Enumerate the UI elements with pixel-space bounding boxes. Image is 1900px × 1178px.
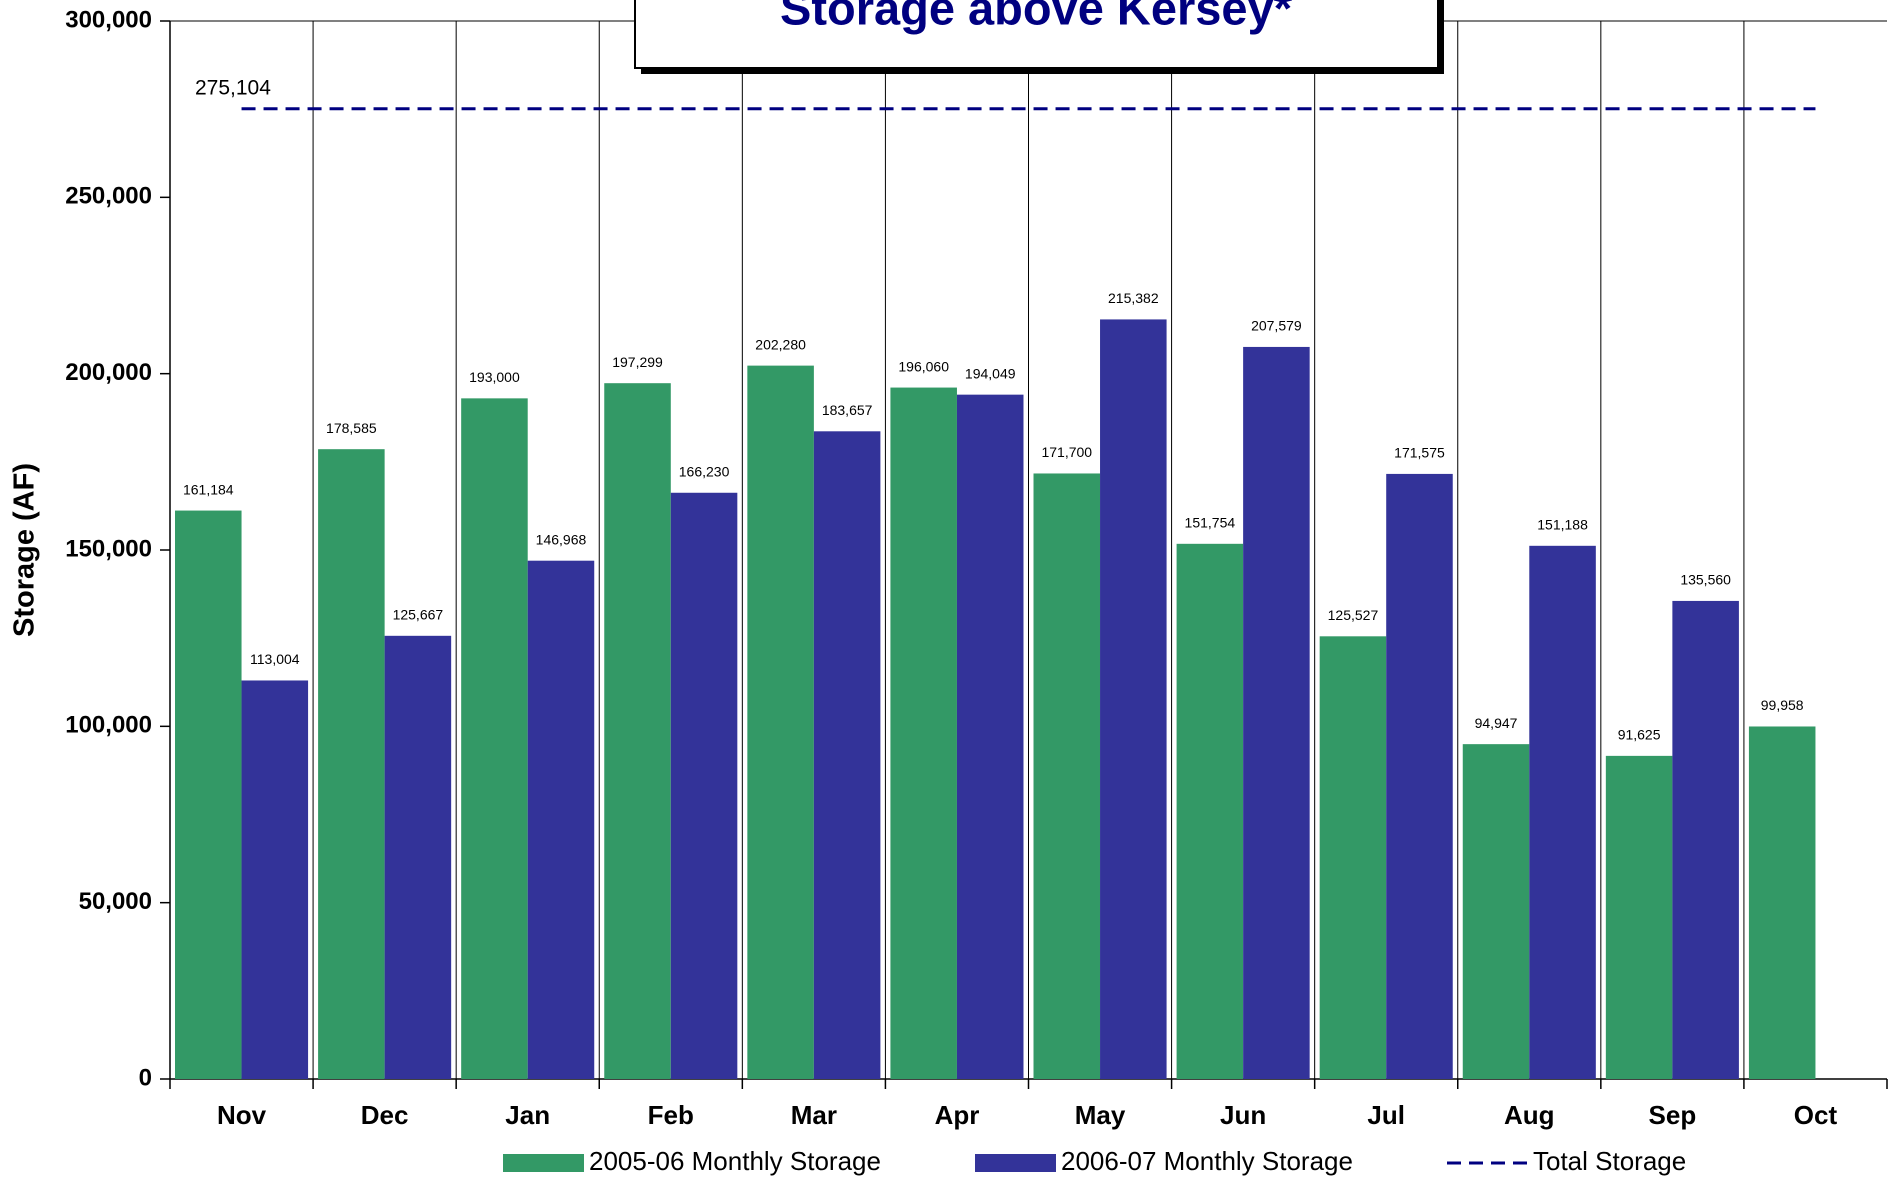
value-label: 194,049 — [965, 365, 1016, 381]
value-label: 178,585 — [326, 420, 377, 436]
legend-label: Total Storage — [1533, 1146, 1686, 1176]
value-label: 151,754 — [1185, 515, 1236, 531]
bar — [604, 383, 671, 1079]
x-tick-label: Apr — [935, 1100, 980, 1130]
chart-title: Storage above Kersey* — [780, 0, 1293, 34]
value-label: 151,188 — [1537, 517, 1588, 533]
legend-swatch — [503, 1154, 584, 1172]
y-tick-label: 50,000 — [79, 888, 152, 915]
bar — [1100, 319, 1167, 1079]
value-label: 125,667 — [393, 607, 444, 623]
legend-swatch — [975, 1154, 1056, 1172]
x-tick-label: May — [1075, 1100, 1126, 1130]
bar — [241, 680, 309, 1079]
bar — [1033, 473, 1101, 1080]
x-tick-label: Nov — [217, 1100, 267, 1130]
y-tick-label: 300,000 — [65, 6, 152, 33]
bar — [1748, 726, 1816, 1079]
x-tick-label: Mar — [791, 1100, 837, 1130]
x-tick-label: Aug — [1504, 1100, 1555, 1130]
y-tick-label: 200,000 — [65, 359, 152, 386]
bar — [956, 394, 1024, 1079]
y-tick-label: 0 — [139, 1064, 152, 1091]
y-tick-label: 150,000 — [65, 535, 152, 562]
legend-label: 2006-07 Monthly Storage — [1061, 1146, 1353, 1176]
bar — [813, 431, 881, 1079]
value-label: 113,004 — [250, 651, 300, 667]
bar — [461, 398, 528, 1079]
bar — [1529, 545, 1596, 1079]
bar — [1176, 543, 1244, 1079]
bar — [318, 449, 385, 1079]
value-label: 215,382 — [1108, 290, 1159, 306]
value-label: 202,280 — [755, 336, 806, 352]
value-label: 197,299 — [612, 354, 663, 370]
value-label: 99,958 — [1761, 697, 1804, 713]
value-label: 91,625 — [1618, 727, 1661, 743]
reference-label: 275,104 — [195, 76, 271, 99]
bar — [747, 365, 814, 1079]
x-tick-label: Feb — [648, 1100, 694, 1130]
bar — [1386, 473, 1453, 1079]
value-label: 183,657 — [822, 402, 873, 418]
value-label: 171,575 — [1394, 445, 1445, 461]
x-tick-label: Jan — [505, 1100, 550, 1130]
value-label: 166,230 — [679, 463, 730, 479]
bar — [670, 492, 738, 1079]
bar — [1605, 755, 1673, 1079]
value-label: 196,060 — [898, 358, 949, 374]
y-axis-label: Storage (AF) — [9, 463, 41, 637]
y-tick-label: 100,000 — [65, 712, 152, 739]
value-label: 146,968 — [536, 531, 587, 547]
x-tick-label: Sep — [1649, 1100, 1697, 1130]
value-label: 207,579 — [1251, 318, 1302, 334]
x-tick-label: Jun — [1220, 1100, 1266, 1130]
x-tick-label: Dec — [361, 1100, 409, 1130]
bar — [890, 387, 957, 1079]
y-tick-label: 250,000 — [65, 183, 152, 210]
value-label: 135,560 — [1680, 572, 1731, 588]
bar — [384, 635, 452, 1079]
bar — [1672, 600, 1739, 1079]
bar — [1243, 346, 1310, 1079]
x-tick-label: Jul — [1367, 1100, 1405, 1130]
value-label: 125,527 — [1328, 607, 1379, 623]
value-label: 94,947 — [1475, 715, 1518, 731]
value-label: 161,184 — [183, 481, 234, 497]
bar — [1319, 636, 1387, 1079]
legend-label: 2005-06 Monthly Storage — [589, 1146, 881, 1176]
bar — [527, 560, 595, 1079]
bar — [175, 510, 242, 1080]
bar — [1462, 744, 1530, 1079]
title-box — [634, 0, 1439, 69]
value-label: 193,000 — [469, 369, 520, 385]
x-tick-label: Oct — [1794, 1100, 1838, 1130]
value-label: 171,700 — [1041, 444, 1092, 460]
